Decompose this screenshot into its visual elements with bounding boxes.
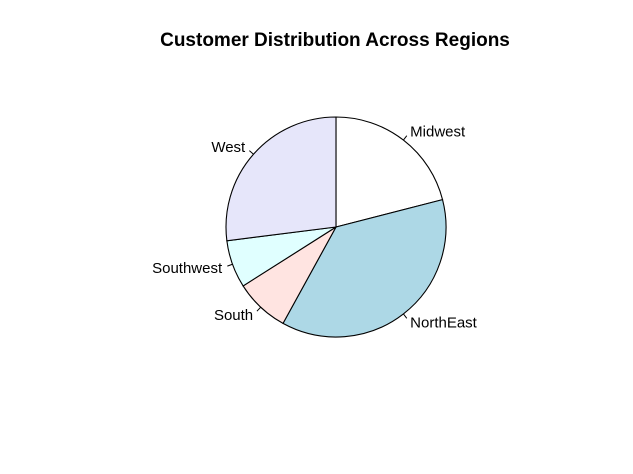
pie-slice-northeast <box>282 198 447 338</box>
pie-leader-northeast <box>403 313 408 319</box>
pie-slices <box>225 116 447 338</box>
pie-leader-midwest <box>403 135 408 141</box>
pie-label-northeast: NorthEast <box>410 315 478 332</box>
pie-labels: Midwest NorthEast South Southwest West <box>152 123 478 331</box>
pie-label-midwest: Midwest <box>410 123 466 140</box>
pie-label-west: West <box>211 139 246 156</box>
pie-label-south: South <box>214 307 253 324</box>
pie-leader-west <box>249 150 254 155</box>
chart-title: Customer Distribution Across Regions <box>160 30 510 51</box>
pie-slice-west <box>225 116 337 242</box>
pie-label-southwest: Southwest <box>152 260 223 277</box>
pie-slice-midwest <box>335 116 444 228</box>
pie-leader-south <box>256 306 262 312</box>
pie-leader-southwest <box>227 263 233 267</box>
